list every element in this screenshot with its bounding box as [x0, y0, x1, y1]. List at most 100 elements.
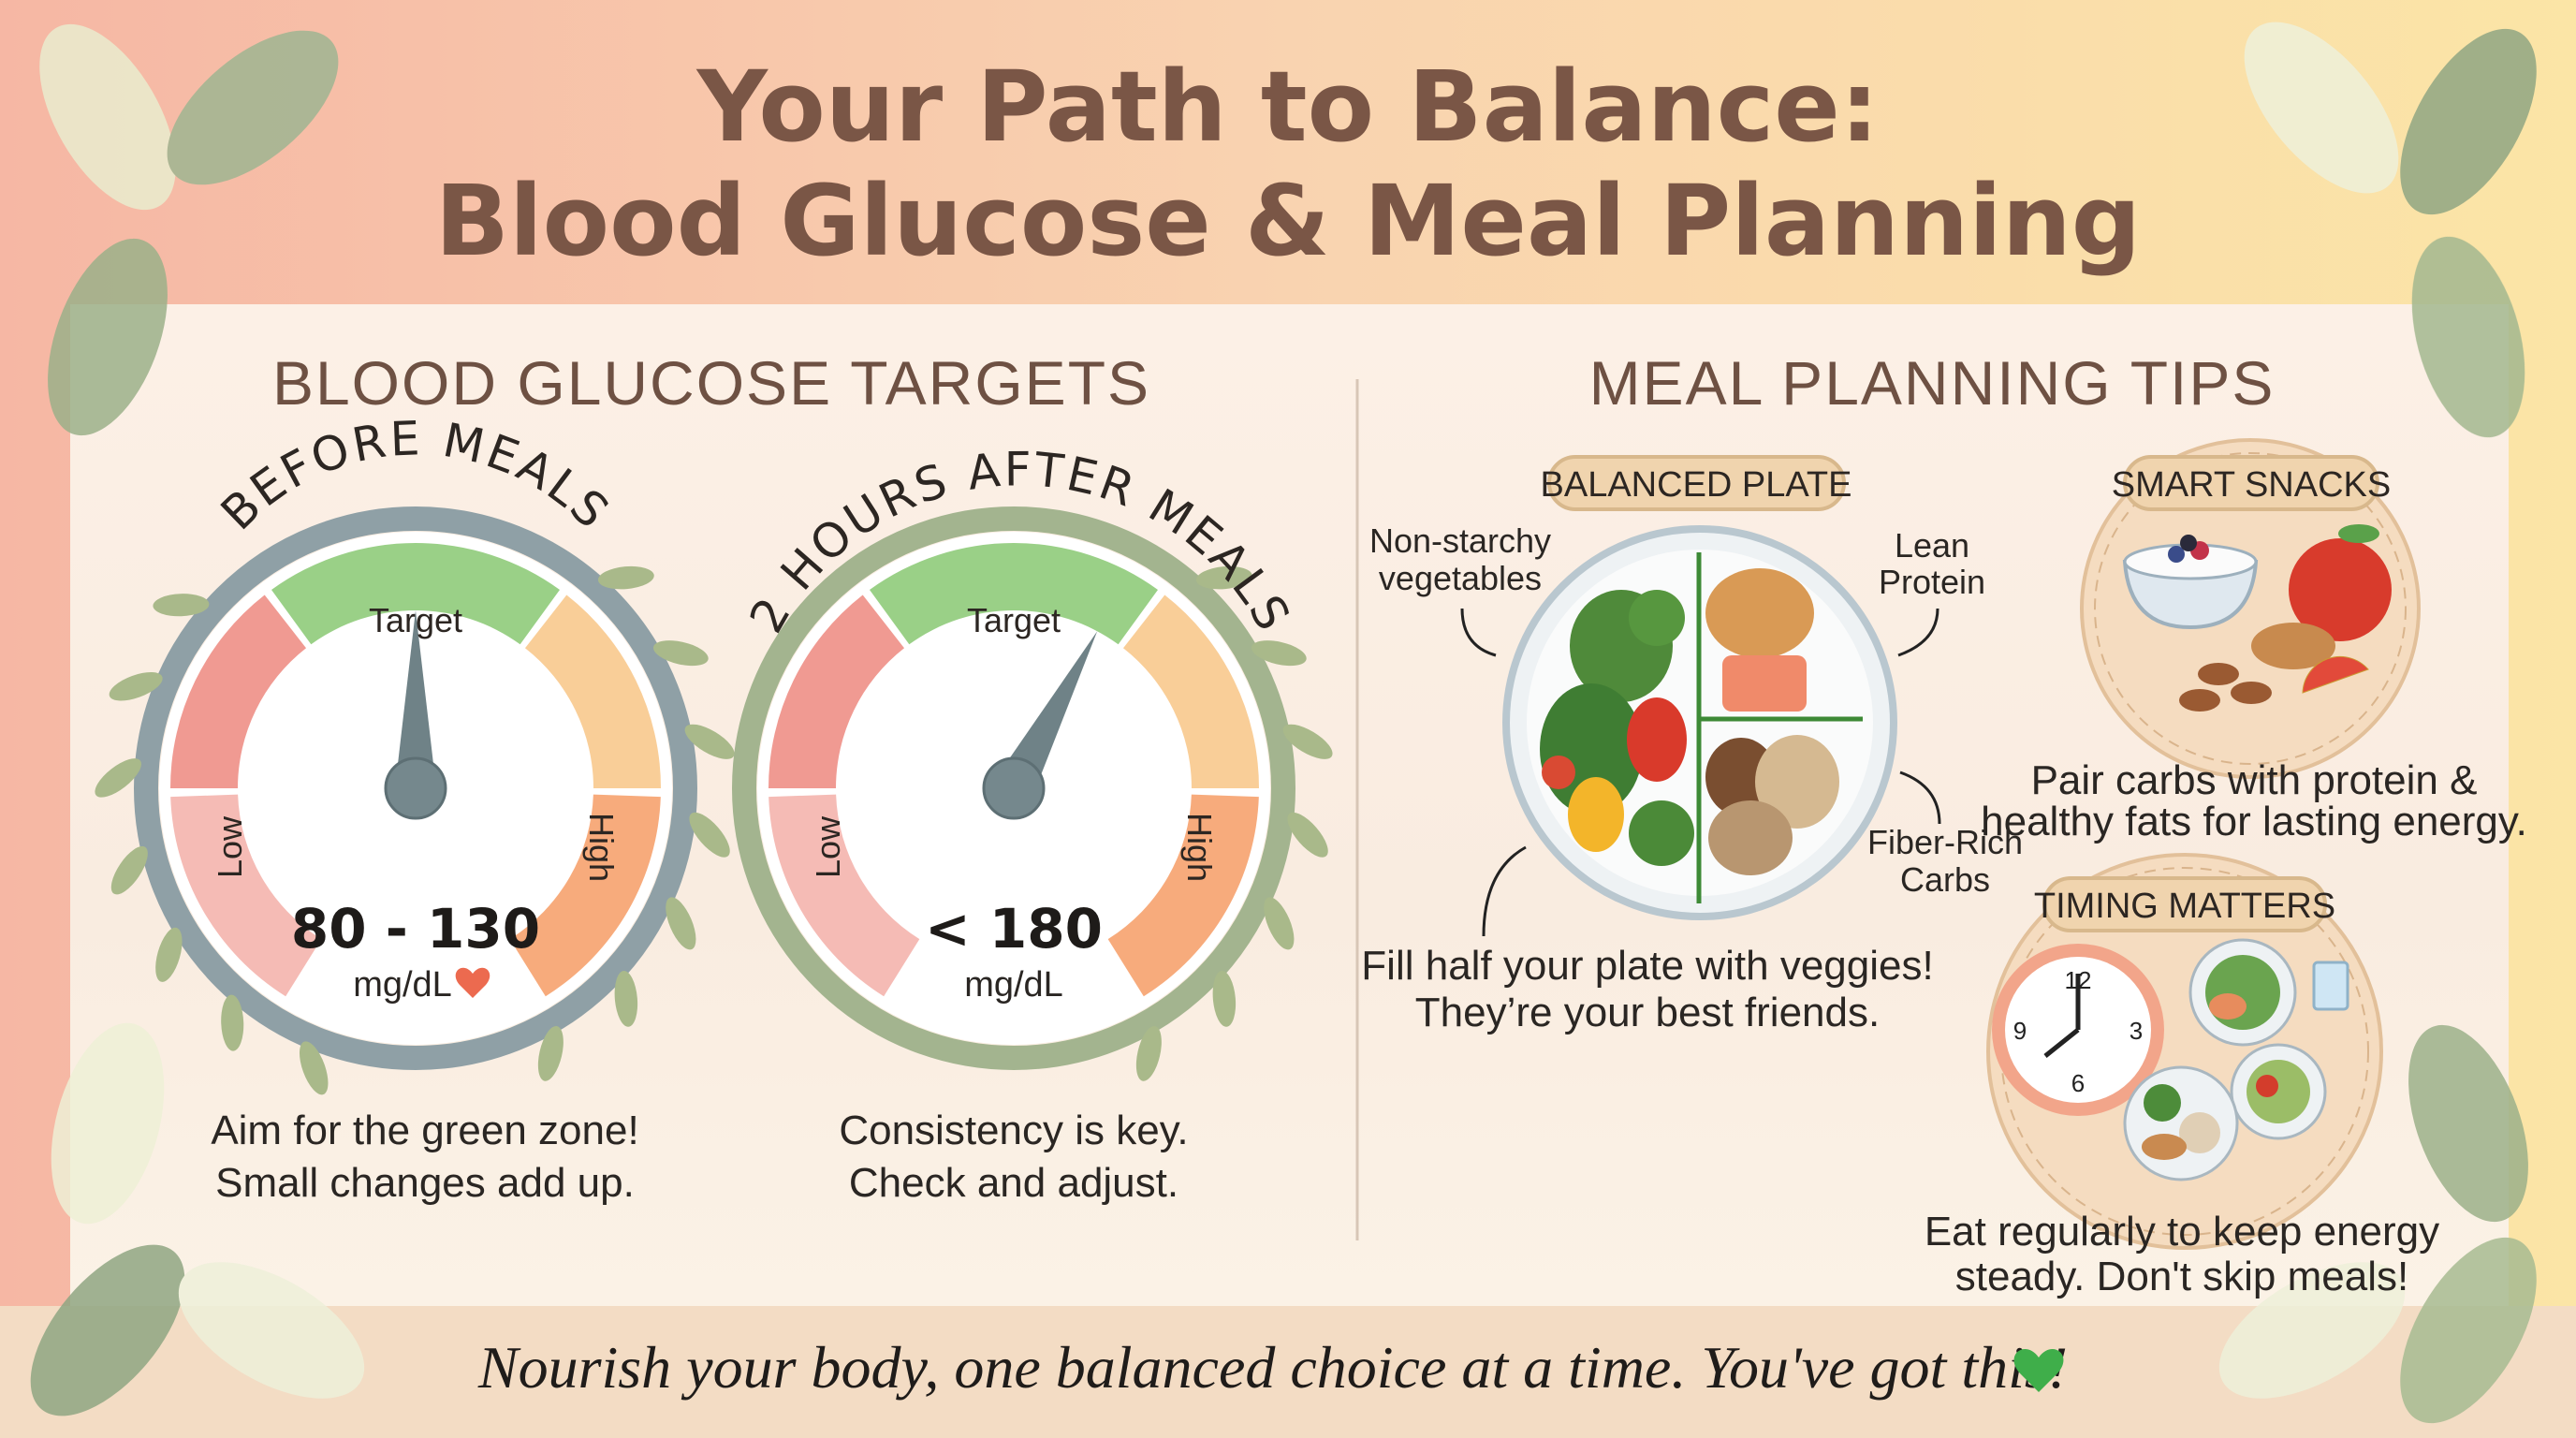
gauge-value-before: 80 - 130 — [291, 897, 540, 961]
balanced-plate-pill — [1547, 455, 1846, 511]
zone-high — [509, 794, 661, 997]
arrow-icon — [1899, 770, 1941, 825]
zone-low — [768, 794, 920, 997]
laurel-leaf — [1287, 812, 1328, 858]
page-title-line2: Blood Glucose & Meal Planning — [435, 164, 2142, 278]
laurel-leaf — [1135, 1025, 1162, 1081]
zone-low — [170, 794, 322, 997]
zone-elevated — [524, 594, 661, 788]
zone-label-target: Target — [369, 601, 462, 639]
laurel-leaf — [1282, 724, 1333, 759]
page-title-line1: Your Path to Balance: — [695, 50, 1880, 164]
leaf-icon — [2400, 28, 2537, 215]
protein-label-1: Lean — [1895, 526, 1969, 565]
arrow-icon — [1460, 608, 1497, 657]
gauge-rim — [732, 506, 1295, 1070]
laurel-leaf — [597, 565, 654, 590]
plate-caption-2: They’re your best friends. — [1415, 990, 1880, 1035]
balanced-plate-illustration — [1502, 525, 1897, 920]
zone-target — [870, 542, 1158, 645]
laurel-leaf — [299, 1041, 329, 1095]
timing-illustration — [1986, 853, 2383, 1250]
heart-icon — [455, 967, 490, 998]
laurel-leaf — [221, 994, 244, 1051]
laurel-leaf — [1195, 565, 1252, 590]
gauge-hub — [384, 756, 447, 820]
zone-label-target: Target — [967, 601, 1061, 639]
leaf-icon — [2411, 236, 2525, 438]
timing-caption-1: Eat regularly to keep energy — [1925, 1209, 2439, 1255]
footer-message: Nourish your body, one balanced choice a… — [477, 1334, 2068, 1401]
zone-label-high: High — [1180, 813, 1219, 882]
laurel-leaf — [109, 671, 163, 701]
laurel-leaf — [1212, 970, 1237, 1027]
carbs-label-2: Carbs — [1900, 860, 1990, 899]
protein-label-2: Protein — [1879, 563, 1985, 601]
leaf-icon — [39, 23, 176, 211]
leaf-icon — [2218, 1262, 2406, 1399]
section-heading-meal: MEAL PLANNING TIPS — [1589, 348, 2276, 418]
laurel-leaf — [614, 970, 638, 1027]
zone-high — [1107, 794, 1259, 997]
zone-low-warning — [768, 594, 905, 788]
leaf-icon — [2400, 1237, 2537, 1424]
arrow-icon — [1482, 845, 1527, 937]
gauge-rim — [134, 506, 697, 1070]
laurel-leaf — [652, 640, 709, 667]
timing-label: TIMING MATTERS — [2034, 887, 2335, 926]
leaf-icon — [2408, 1024, 2528, 1223]
zone-low-warning — [170, 594, 307, 788]
leaf-icon — [2244, 22, 2399, 194]
zone-label-low: Low — [211, 815, 249, 878]
clock-number-12: 12 — [2065, 966, 2092, 994]
laurel-leaf — [537, 1025, 564, 1081]
veg-label-2: vegetables — [1379, 559, 1542, 597]
gauge-caption-after-1: Consistency is key. — [839, 1108, 1188, 1153]
zone-target — [271, 542, 560, 645]
footer-band — [0, 1306, 2576, 1438]
gauge-unit-before: mg/dL — [353, 965, 452, 1005]
zone-elevated — [1122, 594, 1259, 788]
clock-number-9: 9 — [2013, 1017, 2027, 1045]
laurel-leaf — [684, 724, 735, 759]
gauge-caption-before-2: Small changes add up. — [215, 1160, 635, 1206]
smart-snacks-pill — [2123, 455, 2379, 511]
snacks-caption-1: Pair carbs with protein & — [2031, 757, 2478, 803]
leaf-icon — [178, 1262, 365, 1399]
section-heading-glucose: BLOOD GLUCOSE TARGETS — [272, 348, 1150, 418]
laurel-leaf — [155, 927, 183, 982]
timing-pill — [2042, 876, 2327, 932]
leaf-icon — [30, 1244, 185, 1416]
zone-label-high: High — [582, 813, 621, 882]
gauge-value-after: < 180 — [925, 897, 1103, 961]
gauge-caption-after-2: Check and adjust. — [849, 1160, 1178, 1206]
gauge-needle — [395, 610, 436, 788]
clock-number-3: 3 — [2130, 1017, 2143, 1045]
laurel-leaf — [1251, 640, 1307, 667]
laurel-leaf — [689, 812, 730, 858]
arrow-icon — [1897, 608, 1939, 657]
balanced-plate-label: BALANCED PLATE — [1541, 465, 1852, 505]
clock-number-6: 6 — [2071, 1069, 2085, 1097]
timing-caption-2: steady. Don't skip meals! — [1955, 1254, 2408, 1299]
plate-caption-1: Fill half your plate with veggies! — [1361, 943, 1933, 989]
veg-label-1: Non-starchy — [1369, 521, 1551, 560]
laurel-leaf — [666, 897, 696, 950]
gauge-caption-before-1: Aim for the green zone! — [211, 1108, 638, 1153]
leaf-icon — [167, 30, 339, 185]
laurel-leaf — [153, 594, 210, 617]
laurel-leaf — [110, 845, 148, 895]
gauge-hub — [982, 756, 1046, 820]
smart-snacks-label: SMART SNACKS — [2112, 465, 2391, 505]
snacks-caption-2: healthy fats for lasting energy. — [1981, 799, 2527, 844]
leaf-icon — [51, 1022, 165, 1225]
leaf-icon — [48, 238, 168, 436]
laurel-leaf — [1264, 897, 1295, 950]
gauge-needle — [995, 631, 1098, 799]
gauge-after-meals — [732, 506, 1333, 1081]
gauge-unit-after: mg/dL — [964, 965, 1063, 1005]
gauge-before-meals — [95, 506, 735, 1095]
laurel-leaf — [95, 758, 141, 798]
